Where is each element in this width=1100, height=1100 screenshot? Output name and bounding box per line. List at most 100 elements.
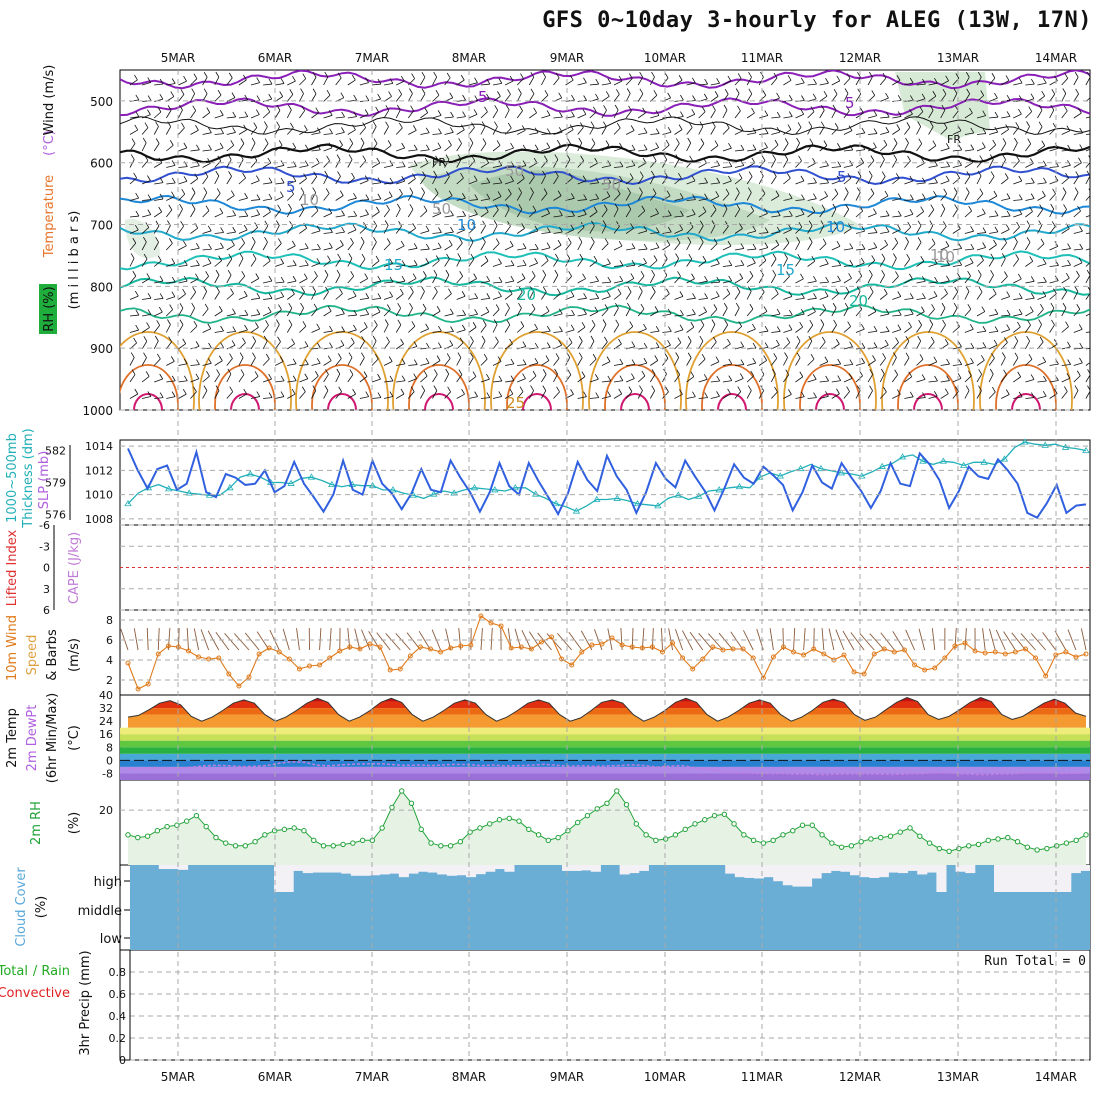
wind-barb [570,389,574,395]
wind-barb [1092,228,1095,233]
wind-barb [153,225,160,234]
contour-ring [881,331,975,410]
rh2m-point [1014,838,1021,845]
thickness-point [165,485,173,492]
wind-barb [994,210,999,216]
wind-barb [179,319,184,325]
rh2m-point [418,826,424,833]
wind-barb [134,388,139,395]
wind-barb [274,145,283,152]
rh2m-point [848,843,855,849]
wind-barb [195,243,200,249]
wind-barb [843,264,853,267]
wind-barb [843,165,853,168]
wind-barb [232,308,236,314]
wind-barb [446,353,451,359]
wind-barb [724,89,729,95]
wind-barb [907,221,912,228]
wind-barb [232,210,237,216]
wind-barb [444,244,453,251]
wind-barb [508,288,513,295]
wind-barb [474,77,478,83]
wind-barb [1073,230,1083,234]
wind-barb [553,373,558,383]
wind-barb [559,326,563,332]
wind-barb [483,353,488,360]
contour-ring [133,393,163,410]
wind-barb [958,359,963,365]
wind-barb [534,225,539,232]
wind-barb [250,258,257,267]
wind-barb [758,390,764,399]
wind-barb [613,226,620,234]
wind-barb [916,280,926,284]
rh2m-point [1063,840,1070,846]
wind-barb [1067,341,1071,348]
wind-barb [843,364,853,366]
wind-barb [1013,313,1023,317]
thickness-point [959,461,968,468]
wind-barb [591,138,596,144]
wind-barb [946,358,950,365]
wind-barb [408,178,416,185]
wind-barb [153,211,162,218]
wind-barb [892,329,901,333]
wind-barb [603,105,607,111]
wind-barb [554,154,559,160]
wind-barb [207,225,212,232]
wind-barb [785,369,790,375]
wind-barb [571,210,575,217]
rh2m-point [975,841,982,848]
wind-barb [544,90,549,96]
wind-barb [737,105,741,112]
wind-barb [395,307,402,317]
wind-barb [715,356,720,362]
wind10-barb [964,628,967,651]
wind-barb [327,255,331,261]
wind-barb [652,155,657,161]
wind-barb [519,105,523,111]
wind-barb [686,297,696,300]
wind-barb [335,358,342,366]
wind-barb [238,242,245,251]
wind-barb [691,209,696,215]
wind-barb [553,231,563,234]
wind-barb [812,374,817,380]
wind10-point [549,634,555,640]
wind-barb [383,209,390,218]
contour-label: 10 [826,218,845,236]
wind-barb [994,308,999,315]
panel-frame [119,439,1091,526]
wind-barb [432,175,437,185]
wind-barb [807,225,813,234]
wind10-point [1002,651,1008,657]
wind-barb [607,276,612,283]
wind-barb [788,324,793,330]
wind-barb [601,324,607,333]
wind-barb [505,363,515,366]
wind-barb [928,395,938,399]
cloud-high-bar [725,865,736,874]
wind-barb [528,390,534,399]
wind-barb [821,336,826,343]
wind-barb [220,325,224,332]
wind-barb [203,72,208,78]
wind-barb [776,111,781,118]
wind-barb [462,111,466,117]
wind-barb [422,171,426,177]
wind10-barb [743,630,754,651]
wind10-point [236,683,242,689]
wind-barb [1073,162,1082,168]
rh2m-point [750,837,757,844]
wind-barb [940,293,948,300]
cloud-high-bar [638,865,649,871]
wind-barb [426,342,430,349]
wind-barb [323,114,333,119]
wind10-point [901,647,907,653]
contour-line [120,222,1090,242]
rh2m-point [535,832,542,838]
wind-barb [420,162,429,168]
wind-barb [595,275,599,282]
wind-barb [946,275,950,282]
wind-barb [1037,281,1047,284]
